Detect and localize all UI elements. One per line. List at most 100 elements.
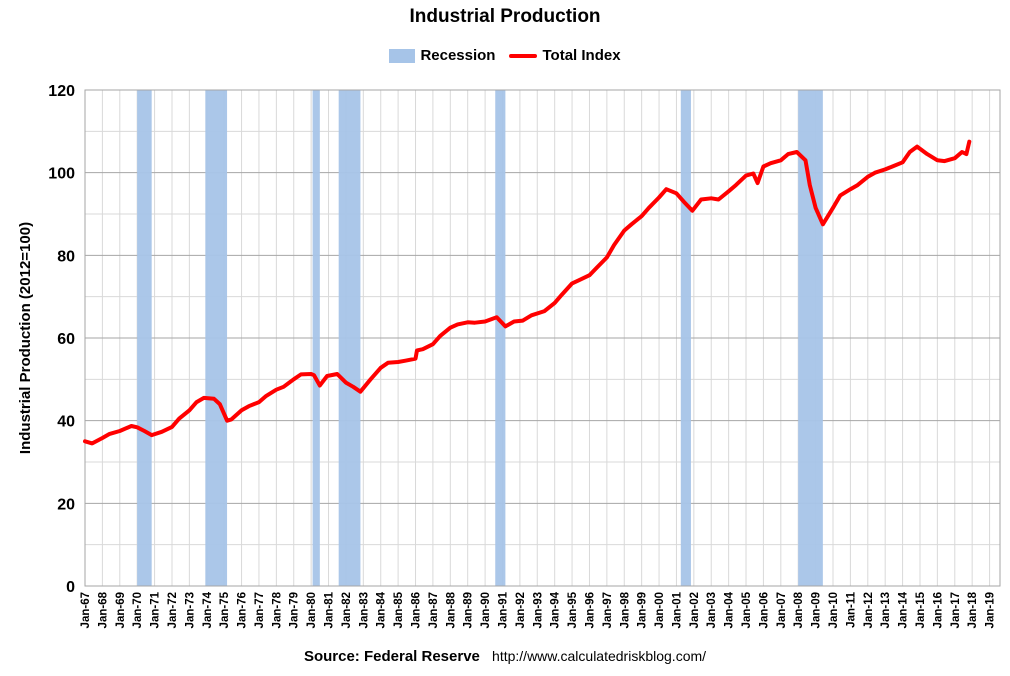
data-point xyxy=(734,183,738,187)
data-point xyxy=(448,326,452,330)
x-tick-label: Jan-94 xyxy=(550,591,562,628)
data-point xyxy=(160,430,164,434)
data-point xyxy=(240,408,244,412)
x-tick-label: Jan-08 xyxy=(793,591,805,628)
data-point xyxy=(351,385,355,389)
x-tick-label: Jan-71 xyxy=(150,591,162,628)
x-tick-label: Jan-96 xyxy=(584,592,596,628)
data-point xyxy=(100,436,104,440)
data-point xyxy=(414,357,417,361)
x-tick-label: Jan-76 xyxy=(237,592,249,628)
data-point xyxy=(890,165,894,168)
x-tick-label: Jan-75 xyxy=(219,591,231,628)
data-point xyxy=(953,156,957,160)
data-point xyxy=(312,373,316,377)
x-tick-label: Jan-18 xyxy=(967,591,979,628)
data-point xyxy=(657,196,661,199)
legend-item-recession: Recession xyxy=(389,47,495,64)
recession-band xyxy=(495,90,506,586)
data-point xyxy=(866,175,870,179)
x-tick-label: Jan-93 xyxy=(532,592,544,628)
x-tick-label: Jan-19 xyxy=(985,592,997,628)
x-tick-label: Jan-05 xyxy=(741,591,753,628)
data-point xyxy=(622,229,626,232)
x-tick-label: Jan-89 xyxy=(463,592,475,628)
data-point xyxy=(212,397,216,401)
data-point xyxy=(761,165,765,168)
data-point xyxy=(118,429,122,433)
data-point xyxy=(431,342,435,346)
data-point xyxy=(229,417,233,421)
data-point xyxy=(901,160,905,164)
data-point xyxy=(831,206,835,210)
y-tick-label: 60 xyxy=(57,331,75,348)
x-tick-label: Jan-09 xyxy=(811,592,823,628)
data-point xyxy=(344,381,348,385)
legend-total-index-label: Total Index xyxy=(542,47,621,64)
data-point xyxy=(808,183,812,187)
data-point xyxy=(483,320,487,323)
data-point xyxy=(560,293,564,297)
x-tick-label: Jan-99 xyxy=(637,592,649,628)
x-tick-label: Jan-17 xyxy=(950,592,962,628)
data-point xyxy=(274,388,278,392)
data-point xyxy=(935,158,939,162)
x-tick-label: Jan-02 xyxy=(689,592,701,628)
x-tick-label: Jan-00 xyxy=(654,592,666,628)
x-tick-label: Jan-90 xyxy=(480,592,492,628)
data-point xyxy=(795,150,799,154)
data-point xyxy=(908,150,912,154)
x-tick-label: Jan-98 xyxy=(619,591,631,628)
x-tick-label: Jan-10 xyxy=(828,592,840,628)
recession-band xyxy=(798,90,823,586)
data-point xyxy=(943,159,947,163)
data-point xyxy=(690,209,694,213)
x-tick-label: Jan-70 xyxy=(132,592,144,628)
data-point xyxy=(964,152,968,156)
x-tick-label: Jan-80 xyxy=(306,592,318,628)
legend: Recession Total Index xyxy=(0,47,1010,64)
source-label: Source: Federal Reserve xyxy=(303,648,480,665)
data-point xyxy=(709,196,713,200)
data-point xyxy=(925,152,929,156)
x-tick-label: Jan-03 xyxy=(706,592,718,628)
x-tick-label: Jan-95 xyxy=(567,591,579,628)
legend-recession-label: Recession xyxy=(420,47,496,64)
x-tick-label: Jan-14 xyxy=(898,591,910,628)
data-point xyxy=(769,161,773,165)
data-point xyxy=(386,361,390,365)
data-point xyxy=(403,359,407,363)
total-index-swatch xyxy=(509,53,538,58)
data-point xyxy=(682,200,686,204)
data-point xyxy=(779,158,783,162)
recession-band xyxy=(338,90,361,586)
y-axis-title: Industrial Production (2012=100) xyxy=(17,222,34,454)
x-tick-label: Jan-97 xyxy=(602,592,614,628)
data-point xyxy=(856,183,860,187)
x-tick-label: Jan-01 xyxy=(671,591,683,628)
recession-swatch xyxy=(389,48,416,63)
x-tick-label: Jan-88 xyxy=(445,591,457,628)
x-tick-label: Jan-84 xyxy=(376,591,388,628)
data-point xyxy=(150,433,154,437)
data-point xyxy=(142,429,146,433)
x-tick-label: Jan-11 xyxy=(845,591,857,627)
x-tick-label: Jan-06 xyxy=(758,592,770,628)
data-point xyxy=(195,400,199,404)
data-point xyxy=(960,150,964,154)
source-line: Source: Federal Reserve http://www.calcu… xyxy=(0,648,1010,665)
x-tick-label: Jan-69 xyxy=(115,592,127,628)
data-point xyxy=(466,320,470,324)
x-tick-label: Jan-72 xyxy=(167,592,179,628)
data-point xyxy=(804,158,807,162)
recession-band xyxy=(680,90,691,586)
data-point xyxy=(421,347,425,351)
y-tick-label: 120 xyxy=(48,83,75,100)
data-point xyxy=(282,385,286,389)
data-point xyxy=(630,222,633,226)
data-point xyxy=(727,189,731,193)
plot-border xyxy=(84,89,1001,587)
x-tick-label: Jan-91 xyxy=(497,591,509,628)
x-tick-label: Jan-79 xyxy=(289,592,301,628)
